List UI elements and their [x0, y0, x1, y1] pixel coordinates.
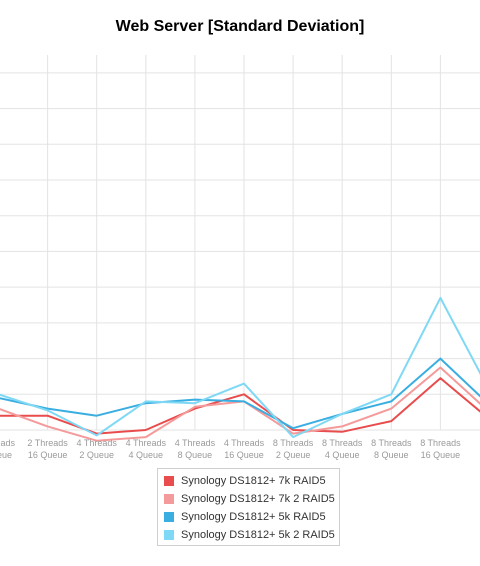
chart-title: Web Server [Standard Deviation] — [115, 18, 365, 35]
legend-label: Synology DS1812+ 5k 2 RAID5 — [181, 529, 335, 541]
legend-item: Synology DS1812+ 5k RAID5 — [164, 508, 339, 526]
x-tick-label: 8 Threads 8 Queue — [371, 438, 412, 460]
series-line-4 — [0, 296, 480, 439]
legend-swatch — [164, 494, 174, 504]
x-tick-label: 4 Threads 16 Queue — [224, 438, 265, 460]
x-tick-label: 8 Threads 16 Queue — [420, 438, 461, 460]
x-tick-label: 4 Threads 8 Queue — [175, 438, 216, 460]
legend-swatch — [164, 530, 174, 540]
x-tick-label: 8 Threads 4 Queue — [322, 438, 363, 460]
legend-item: Synology DS1812+ 7k 2 RAID5 — [164, 490, 339, 508]
legend-swatch — [164, 476, 174, 486]
gridlines — [0, 55, 480, 431]
legend-item: Synology DS1812+ 7k RAID5 — [164, 472, 339, 490]
legend-swatch — [164, 512, 174, 522]
legend-label: Synology DS1812+ 5k RAID5 — [181, 511, 326, 523]
legend: Synology DS1812+ 7k RAID5 Synology DS181… — [157, 468, 340, 546]
series-line-3 — [0, 357, 480, 430]
series-lines — [0, 296, 480, 442]
legend-label: Synology DS1812+ 7k 2 RAID5 — [181, 493, 335, 505]
x-tick-label: 8 Threads 2 Queue — [273, 438, 314, 460]
legend-label: Synology DS1812+ 7k RAID5 — [181, 475, 326, 487]
x-tick-label: 4 Threads 4 Queue — [126, 438, 167, 460]
x-tick-label: ThreadsQueue — [0, 438, 16, 460]
x-tick-label: 4 Threads 2 Queue — [77, 438, 118, 460]
x-tick-label: 2 Threads 16 Queue — [27, 438, 68, 460]
legend-item: Synology DS1812+ 5k 2 RAID5 — [164, 526, 339, 544]
